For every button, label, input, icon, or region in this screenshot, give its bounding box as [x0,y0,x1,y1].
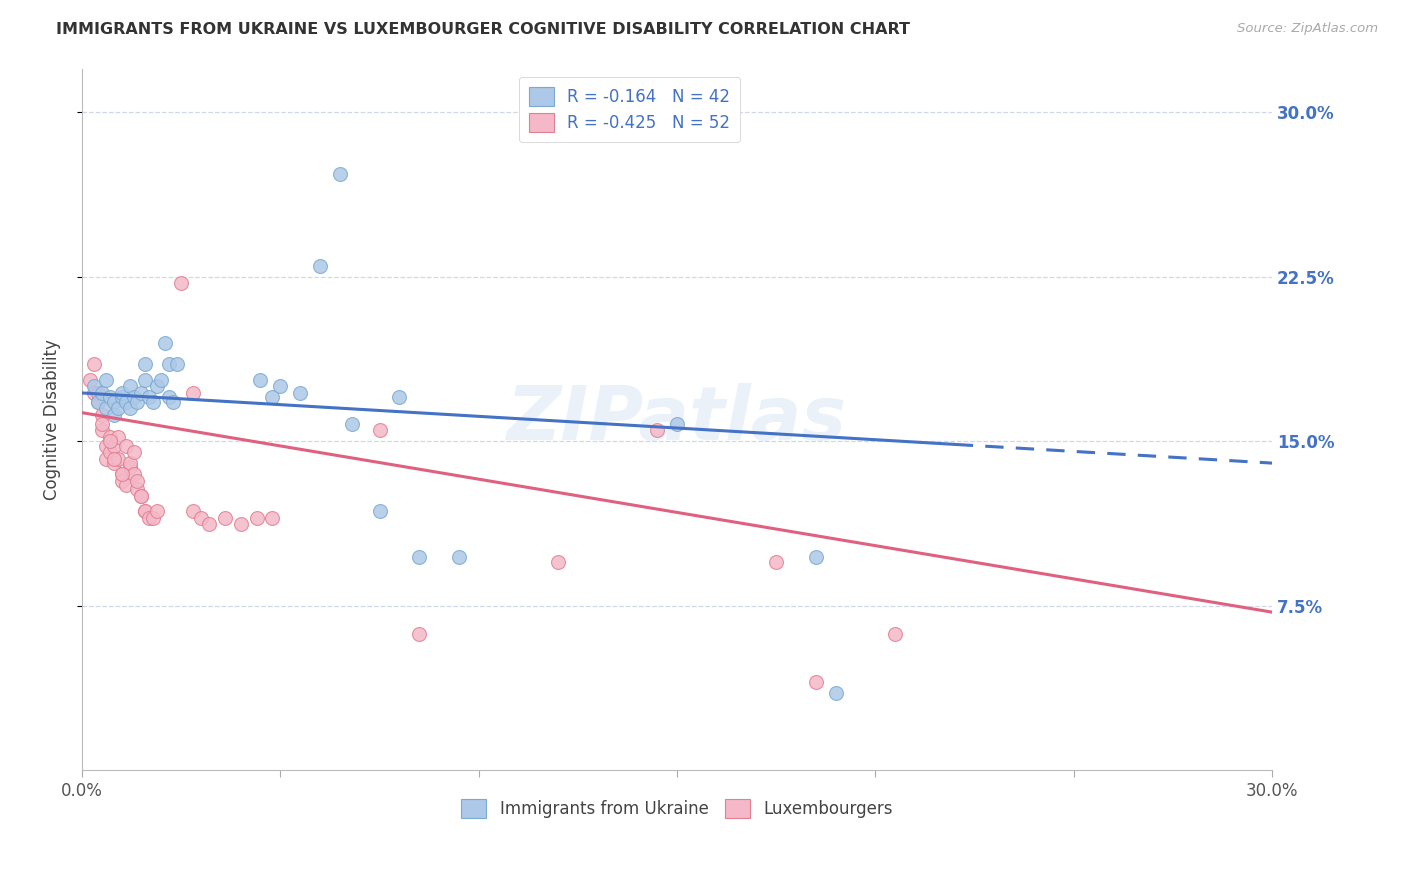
Point [114,478,136,492]
Point [824,686,846,700]
Point [127,394,149,409]
Point [111,390,134,404]
Point [122,390,145,404]
Point [884,627,907,641]
Point [90,386,112,401]
Point [114,439,136,453]
Point [150,373,173,387]
Point [103,408,125,422]
Point [103,456,125,470]
Point [408,627,430,641]
Point [87,386,110,401]
Point [666,417,689,431]
Point [138,511,160,525]
Point [166,358,188,372]
Point [122,467,145,481]
Point [765,555,787,569]
Point [142,394,165,409]
Point [127,483,149,497]
Point [114,394,136,409]
Point [111,474,134,488]
Point [107,451,129,466]
Point [262,390,284,404]
Point [340,417,363,431]
Point [447,550,470,565]
Point [804,675,827,690]
Point [157,390,180,404]
Text: Source: ZipAtlas.com: Source: ZipAtlas.com [1237,22,1378,36]
Point [83,386,105,401]
Point [118,401,141,416]
Point [90,417,112,431]
Point [198,517,221,532]
Point [146,504,169,518]
Point [138,390,160,404]
Point [134,504,156,518]
Point [98,390,121,404]
Point [134,373,156,387]
Point [170,277,193,291]
Point [146,379,169,393]
Point [79,373,101,387]
Point [98,445,121,459]
Y-axis label: Cognitive Disability: Cognitive Disability [44,339,60,500]
Point [309,259,332,273]
Point [142,511,165,525]
Text: ZIPatlas: ZIPatlas [508,383,846,456]
Point [107,430,129,444]
Point [103,451,125,466]
Point [94,373,117,387]
Point [127,474,149,488]
Point [83,379,105,393]
Point [162,394,184,409]
Point [181,504,204,518]
Point [229,517,252,532]
Point [118,460,141,475]
Point [329,167,352,181]
Point [804,550,827,565]
Point [645,423,668,437]
Point [131,386,153,401]
Point [269,379,291,393]
Point [94,401,117,416]
Point [87,394,110,409]
Point [90,408,112,422]
Legend: Immigrants from Ukraine, Luxembourgers: Immigrants from Ukraine, Luxembourgers [454,792,900,825]
Point [87,394,110,409]
Point [122,445,145,459]
Point [134,358,156,372]
Point [111,386,134,401]
Point [83,358,105,372]
Point [111,467,134,481]
Point [98,434,121,449]
Point [103,439,125,453]
Point [368,423,391,437]
Point [262,511,284,525]
Point [157,358,180,372]
Point [388,390,411,404]
Point [118,456,141,470]
Point [98,430,121,444]
Point [249,373,271,387]
Point [90,423,112,437]
Point [368,504,391,518]
Point [181,386,204,401]
Point [94,451,117,466]
Point [131,489,153,503]
Point [107,401,129,416]
Point [131,489,153,503]
Point [111,467,134,481]
Point [245,511,267,525]
Text: IMMIGRANTS FROM UKRAINE VS LUXEMBOURGER COGNITIVE DISABILITY CORRELATION CHART: IMMIGRANTS FROM UKRAINE VS LUXEMBOURGER … [56,22,910,37]
Point [190,511,212,525]
Point [94,439,117,453]
Point [288,386,311,401]
Point [103,394,125,409]
Point [408,550,430,565]
Point [155,335,177,350]
Point [214,511,236,525]
Point [547,555,569,569]
Point [134,504,156,518]
Point [118,379,141,393]
